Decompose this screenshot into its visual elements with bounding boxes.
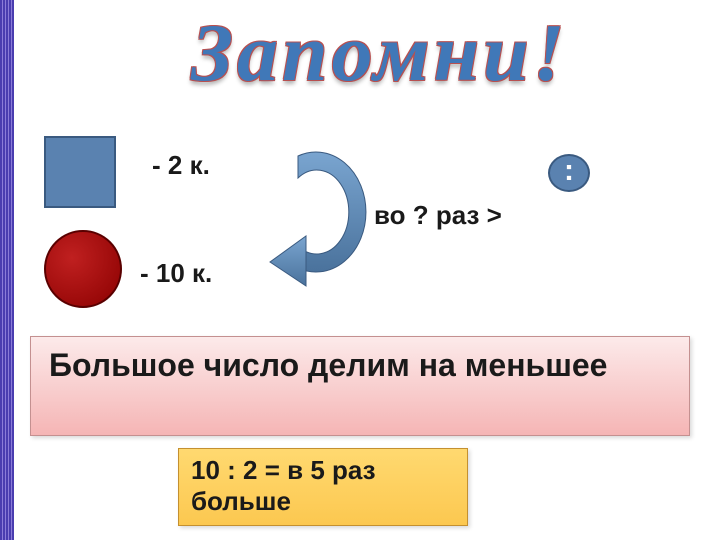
circle-label: - 10 к. <box>140 258 212 289</box>
decorative-left-border <box>0 0 14 540</box>
division-symbol: : <box>564 154 574 187</box>
division-symbol-bubble: : <box>548 154 590 192</box>
curved-arrow-icon <box>258 138 378 298</box>
example-text: 10 : 2 = в 5 раз больше <box>191 455 376 516</box>
question-label: во ? раз > <box>374 200 502 231</box>
rule-box: Большое число делим на меньшее <box>30 336 690 436</box>
circle-shape <box>44 230 122 308</box>
square-label: - 2 к. <box>152 150 242 181</box>
rule-text: Большое число делим на меньшее <box>49 347 607 383</box>
page-title: Запомни! <box>60 6 700 100</box>
square-shape <box>44 136 116 208</box>
example-box: 10 : 2 = в 5 раз больше <box>178 448 468 526</box>
